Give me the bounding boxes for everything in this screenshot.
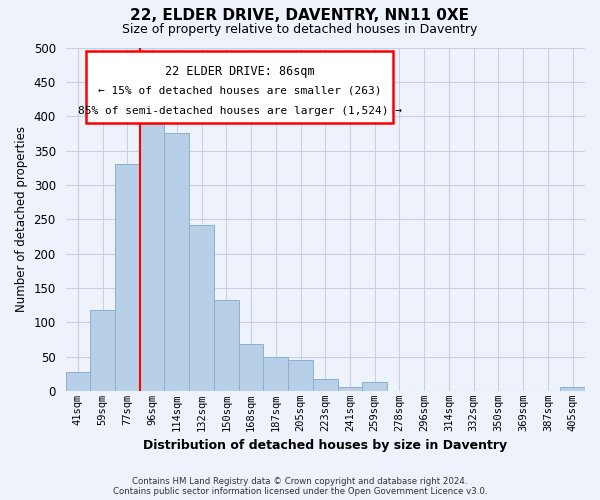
- X-axis label: Distribution of detached houses by size in Daventry: Distribution of detached houses by size …: [143, 440, 508, 452]
- Text: Contains HM Land Registry data © Crown copyright and database right 2024.: Contains HM Land Registry data © Crown c…: [132, 477, 468, 486]
- Bar: [263, 356, 288, 391]
- Bar: [65, 372, 90, 391]
- Bar: [164, 134, 189, 391]
- Bar: [140, 124, 164, 391]
- Bar: [338, 387, 362, 391]
- Text: 85% of semi-detached houses are larger (1,524) →: 85% of semi-detached houses are larger (…: [77, 106, 401, 116]
- Text: ← 15% of detached houses are smaller (263): ← 15% of detached houses are smaller (26…: [98, 86, 382, 96]
- Text: 22 ELDER DRIVE: 86sqm: 22 ELDER DRIVE: 86sqm: [165, 64, 314, 78]
- Bar: [313, 378, 338, 391]
- Bar: [239, 344, 263, 391]
- Bar: [214, 300, 239, 391]
- Bar: [115, 164, 140, 391]
- Text: 22, ELDER DRIVE, DAVENTRY, NN11 0XE: 22, ELDER DRIVE, DAVENTRY, NN11 0XE: [131, 8, 470, 22]
- Y-axis label: Number of detached properties: Number of detached properties: [15, 126, 28, 312]
- Bar: [189, 224, 214, 391]
- Bar: [288, 360, 313, 391]
- Text: Contains public sector information licensed under the Open Government Licence v3: Contains public sector information licen…: [113, 487, 487, 496]
- Bar: [90, 310, 115, 391]
- Bar: [362, 382, 387, 391]
- Text: Size of property relative to detached houses in Daventry: Size of property relative to detached ho…: [122, 22, 478, 36]
- FancyBboxPatch shape: [86, 51, 393, 123]
- Bar: [560, 388, 585, 391]
